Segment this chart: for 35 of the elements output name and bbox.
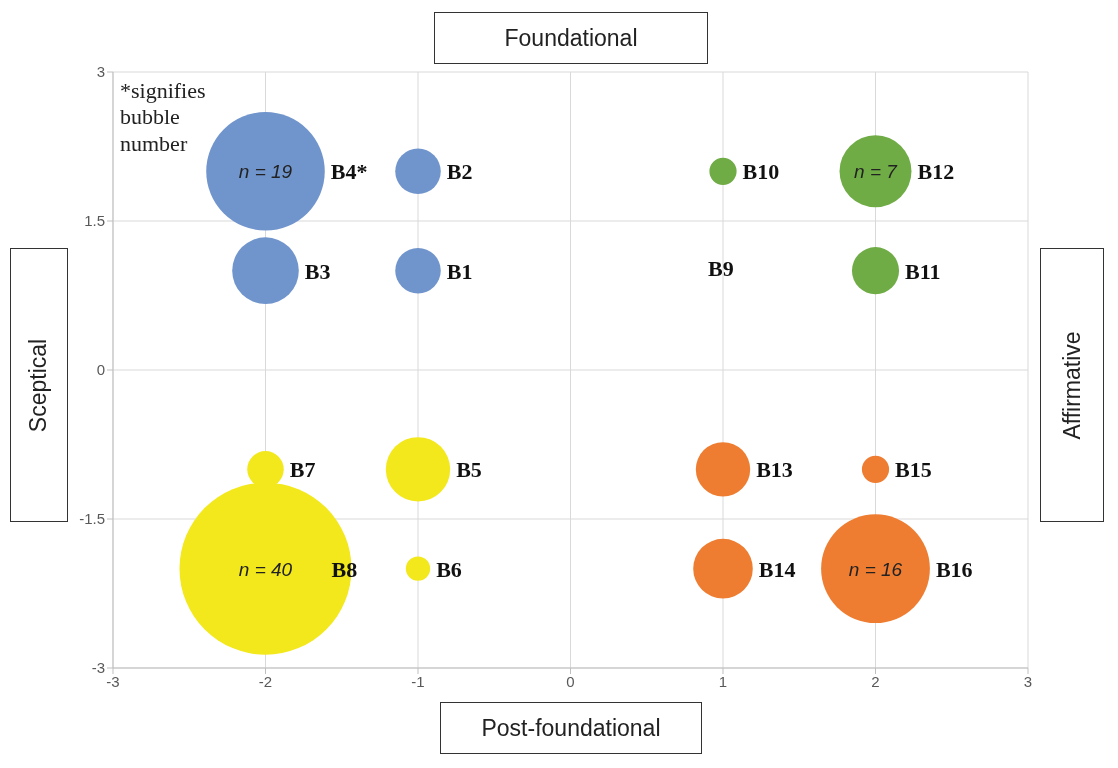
x-tick-label: 0 (566, 672, 575, 690)
annotation: B4* (330, 159, 368, 185)
y-tick-label: 0 (96, 361, 105, 379)
annotation: B11 (905, 258, 941, 284)
annotation: B5 (456, 457, 482, 483)
annotation: B14 (758, 556, 796, 582)
y-tick-label: 3 (96, 63, 105, 81)
annotation: n = 16 (848, 558, 903, 580)
text: Foundational (504, 24, 638, 52)
annotation: B16 (935, 556, 973, 582)
annotation: B12 (917, 159, 955, 185)
annotation: n = 7 (854, 161, 899, 183)
y-tick-label: -1.5 (79, 510, 105, 528)
annotation: n = 19 (238, 161, 293, 183)
y-tick-label: 1.5 (84, 212, 105, 230)
annotation: B7 (289, 457, 316, 483)
annotation: B15 (895, 457, 932, 483)
x-tick-label: 2 (871, 672, 880, 690)
text: Affirmative (1058, 330, 1086, 440)
annotation: B10 (742, 159, 780, 185)
annotation: *signifies bubble number (120, 78, 207, 158)
x-tick-label: -1 (411, 672, 425, 690)
annotation: B2 (446, 159, 473, 185)
text: Post-foundational (481, 714, 661, 742)
text: Sceptical (25, 338, 53, 432)
annotation: n = 40 (238, 558, 293, 580)
annotation: B1 (446, 258, 473, 284)
annotation: B3 (304, 258, 331, 284)
annotation: B9 (708, 256, 734, 282)
x-tick-label: 3 (1023, 672, 1033, 690)
annotation: B6 (436, 556, 462, 582)
annotation: B13 (756, 457, 793, 483)
x-tick-label: -2 (258, 672, 273, 690)
y-tick-label: -3 (91, 659, 105, 677)
x-tick-label: 1 (718, 672, 728, 690)
